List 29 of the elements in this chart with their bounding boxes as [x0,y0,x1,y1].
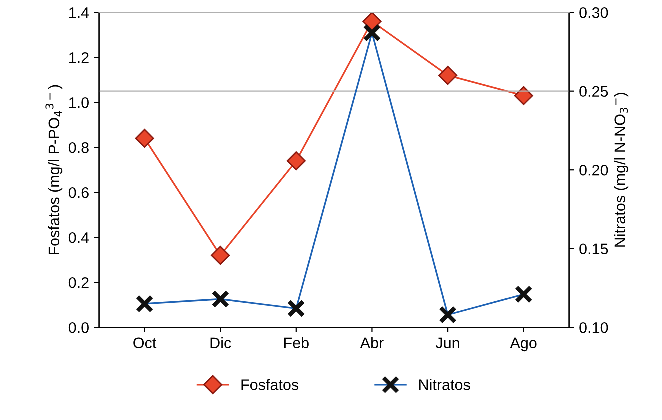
x-tick-label: Abr [360,337,384,349]
y-tick-label: 0.8 [68,142,89,154]
y2-axis-title: Nitratos (mg/l N-NO$_{3}$$^{−}$) [614,93,629,247]
y-tick-label: 1.2 [70,52,89,64]
point [362,12,382,32]
point [438,66,458,86]
y2-tick-label: 0.10 [580,322,608,334]
x-tick-label: Jun [436,338,460,349]
y-tick-label: 0.2 [68,277,89,288]
legend-label: Nitratos [420,379,470,390]
x-tick-label: Ago [510,338,537,352]
x-tick-label: Dic [210,337,232,349]
y-tick-label: 0.6 [68,187,89,198]
x-tick-label: Oct [134,338,157,349]
point [135,129,154,148]
point [286,152,306,171]
y-tick-label: 0.0 [68,322,89,334]
y2-tick-label: 0.15 [580,244,608,255]
y-tick-label: 1.0 [70,97,89,108]
x-tick-label: Feb [284,337,309,349]
legend-label: Fosfatos [242,379,299,390]
point [211,246,230,266]
y2-tick-label: 0.25 [580,86,608,98]
y-tick-label: 0.4 [68,232,90,244]
y-axis-title: Fosfatos (mg/l P-PO$_{4}$$^{3−}$) [46,85,63,255]
point [514,86,534,106]
y2-tick-label: 0.20 [580,164,608,176]
y2-tick-label: 0.30 [580,7,608,18]
y-tick-label: 1.4 [70,8,90,18]
